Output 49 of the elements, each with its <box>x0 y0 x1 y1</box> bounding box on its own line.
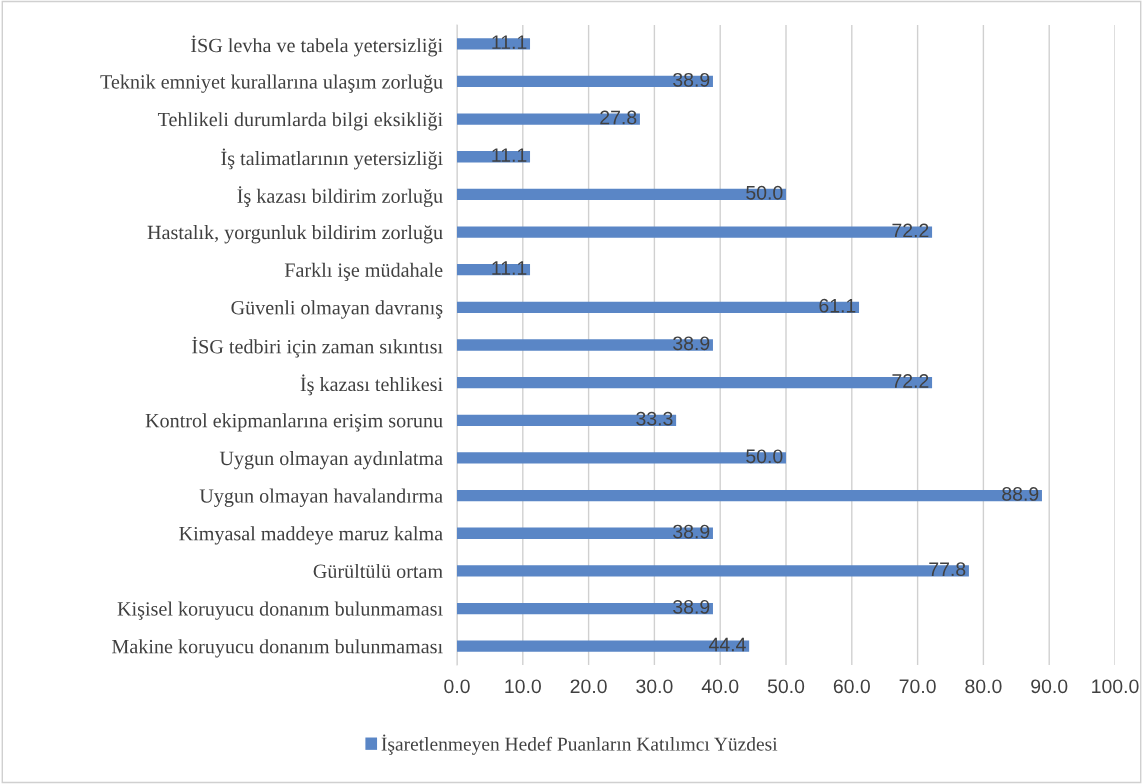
y-tick-label: Gürültülü ortam <box>313 563 443 579</box>
x-tick-label: 0.0 <box>444 679 470 694</box>
x-tick-label: 20.0 <box>570 679 607 694</box>
data-label: 61.1 <box>819 298 856 313</box>
y-tick-label: Teknik emniyet kurallarına ulaşım zorluğu <box>100 74 443 93</box>
y-tick-label: Kişisel koruyucu donanım bulunmaması <box>117 601 443 620</box>
data-label: 44.4 <box>708 637 746 652</box>
y-tick-label: Uygun olmayan aydınlatma <box>219 450 443 470</box>
data-label: 33.3 <box>636 411 673 426</box>
data-label: 27.8 <box>600 110 637 125</box>
y-tick-label: İSG levha ve tabela yetersizliği <box>191 35 443 57</box>
x-tick-label: 90.0 <box>1031 679 1068 694</box>
data-label: 72.2 <box>892 374 929 388</box>
x-tick-label: 70.0 <box>899 679 936 694</box>
data-label: 38.9 <box>673 336 710 351</box>
y-tick-label: İSG tedbiri için zaman sıkıntısı <box>192 336 443 358</box>
x-tick-label: 10.0 <box>505 679 541 694</box>
x-tick-label: 80.0 <box>965 679 1002 694</box>
data-label: 50.0 <box>746 185 783 200</box>
data-label: 38.9 <box>673 599 710 614</box>
y-tick-label: Makine koruyucu donanım bulunmaması <box>112 639 443 658</box>
y-tick-label: Farklı işe müdahale <box>284 262 443 281</box>
data-label: 50.0 <box>746 449 783 464</box>
y-tick-label: Güvenli olmayan davranış <box>231 300 443 319</box>
data-label: 11.1 <box>492 35 527 49</box>
data-label: 88.9 <box>1002 487 1039 501</box>
data-label: 72.2 <box>892 223 929 238</box>
bar <box>457 75 713 88</box>
data-label: 77.8 <box>929 562 966 577</box>
y-tick-label: Hastalık, yorgunluk bildirim zorluğu <box>147 225 443 244</box>
x-tick-label: 50.0 <box>767 679 805 694</box>
y-tick-label: Kimyasal maddeye maruz kalma <box>179 526 443 545</box>
x-tick-label: 40.0 <box>701 679 739 694</box>
legend-label: İşaretlenmeyen Hedef Puanların Katılımcı Yüzdesi <box>381 734 778 755</box>
y-tick-label: Uygun olmayan havalandırma <box>199 488 443 507</box>
bar <box>457 489 1042 502</box>
y-tick-label: Kontrol ekipmanlarına erişim sorunu <box>145 413 443 432</box>
y-tick-label: İş talimatlarının yetersizliği <box>221 148 443 170</box>
data-label: 38.9 <box>673 524 710 539</box>
y-tick-label: Tehlikeli durumlarda bilgi eksikliği <box>157 112 443 131</box>
y-tick-label: İş kazası bildirim zorluğu <box>237 186 443 208</box>
y-tick-label: İş kazası tehlikesi <box>300 374 443 396</box>
data-label: 11.1 <box>492 148 527 162</box>
x-tick-label: 30.0 <box>636 679 673 694</box>
x-tick-label: 60.0 <box>833 679 870 694</box>
x-tick-label: 100.0 <box>1092 679 1139 694</box>
data-label: 38.9 <box>673 72 710 87</box>
data-label: 11.1 <box>492 261 527 275</box>
bar <box>457 602 713 615</box>
